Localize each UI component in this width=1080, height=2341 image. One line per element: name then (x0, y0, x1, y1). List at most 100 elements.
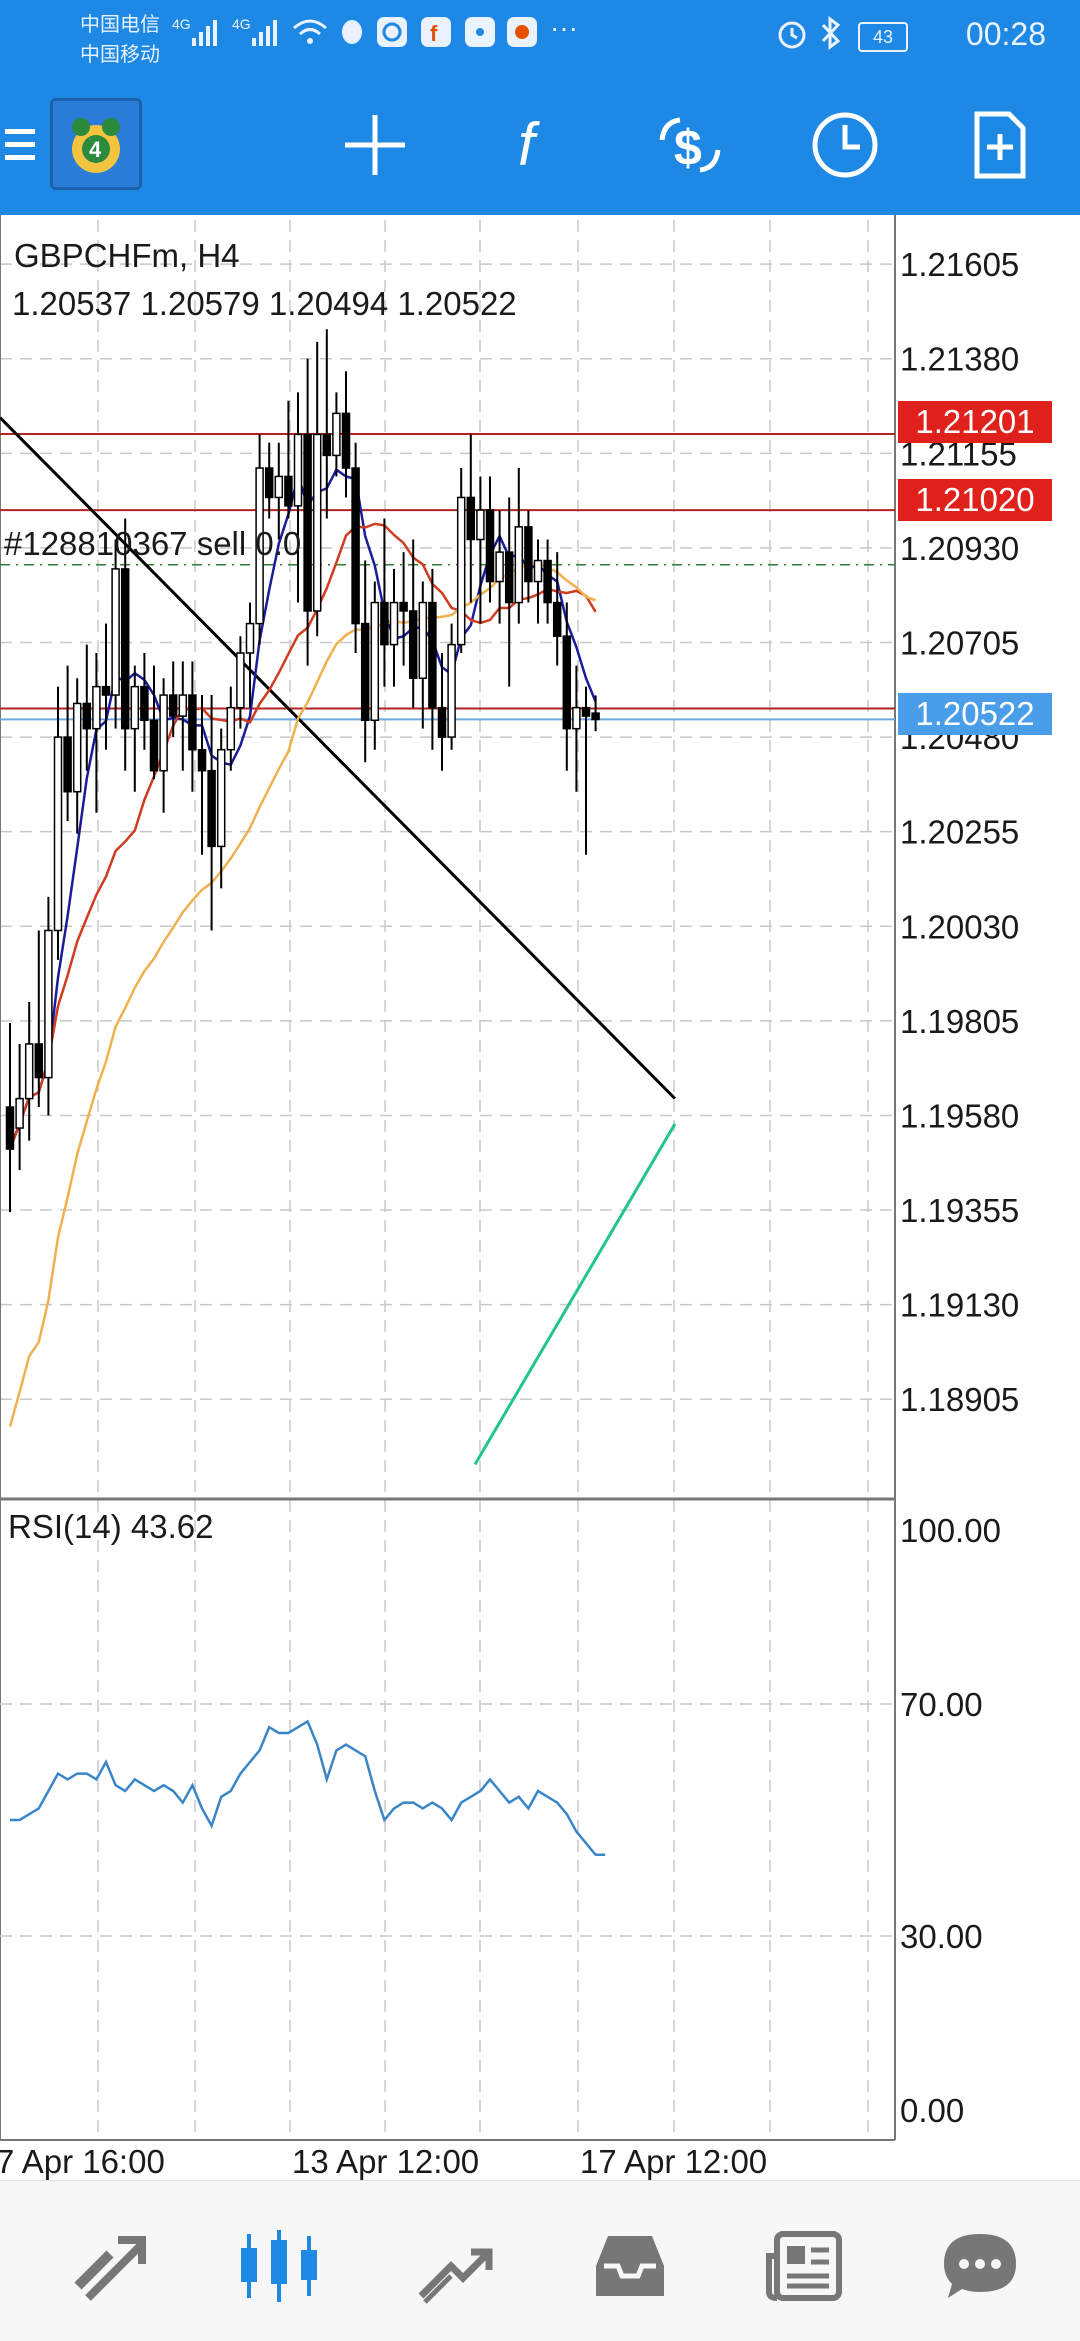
candle-body (399, 601, 408, 612)
candle-body (370, 601, 380, 722)
candle-body (524, 526, 533, 583)
candle-body (130, 685, 140, 730)
candle-body (341, 412, 351, 469)
level-tag-1: 1.21201 (898, 401, 1052, 443)
green-line (473, 1123, 677, 1466)
signal-2-label: 4G (232, 16, 251, 32)
candle-body (188, 694, 197, 751)
ma-mid-line (8, 522, 597, 1150)
menu-icon[interactable] (0, 100, 70, 190)
candle-body (140, 685, 149, 722)
notification-qq-icon (342, 20, 362, 44)
level-tag-2: 1.21020 (898, 479, 1052, 521)
candle-body (552, 601, 562, 637)
ohlc-values: 1.20537 1.20579 1.20494 1.20522 (12, 285, 517, 322)
new-order-icon[interactable] (955, 100, 1045, 190)
alarm-icon (778, 21, 806, 49)
ma-fast-line (8, 467, 597, 1150)
candle-body (322, 433, 332, 457)
notification-radio-icon (465, 17, 495, 47)
candle-body (351, 467, 360, 625)
rsi-tick-label: 70.00 (900, 1686, 983, 1723)
news-icon[interactable] (755, 2221, 855, 2311)
y-tick-label: 1.19580 (900, 1097, 1019, 1134)
candle-body (5, 1106, 15, 1150)
x-tick-label: 17 Apr 12:00 (580, 2143, 767, 2180)
candle-body (226, 706, 236, 751)
candle-body (389, 601, 399, 646)
candle-body (428, 601, 437, 709)
quotes-icon[interactable] (60, 2221, 160, 2311)
wifi-icon (293, 19, 327, 44)
candle-body (63, 736, 72, 793)
x-tick-label: 13 Apr 12:00 (292, 2143, 479, 2180)
candle-body (149, 719, 159, 772)
candle-body (418, 601, 428, 679)
candle-body (44, 929, 53, 1079)
candle-body (34, 1043, 44, 1079)
candle-body (562, 635, 572, 730)
candle-body (504, 551, 514, 604)
toolbar: 4 f $ (0, 80, 1080, 210)
y-tick-label: 1.19130 (900, 1287, 1019, 1324)
order-label[interactable]: #128810367 sell 0.0 (4, 525, 302, 562)
clock-icon[interactable] (800, 100, 890, 190)
bluetooth-icon (821, 16, 841, 50)
candle-body (360, 622, 370, 722)
chart-icon[interactable] (230, 2221, 330, 2311)
candle-body (197, 748, 207, 772)
svg-text:$: $ (674, 120, 702, 176)
chart-area[interactable]: 1.21605 1.21380 1.21155 1.20930 1.20705 1.204… (0, 215, 1080, 2180)
y-tick-label: 1.21605 (900, 246, 1019, 283)
rsi-tick-label: 0.00 (900, 2092, 964, 2129)
candle-body (543, 559, 552, 604)
candle-body (111, 568, 120, 696)
messages-icon[interactable] (930, 2221, 1030, 2311)
candle-body (53, 736, 63, 932)
y-tick-label: 1.20705 (900, 624, 1019, 661)
more-notifications: ··· (550, 12, 578, 43)
carrier-1: 中国电信 (80, 14, 160, 36)
y-tick-label: 1.19355 (900, 1192, 1019, 1229)
candle-body (284, 475, 293, 507)
y-tick-label: 1.20930 (900, 530, 1019, 567)
metatrader-logo-icon[interactable]: 4 (50, 98, 142, 190)
candle-body (72, 702, 82, 793)
candle-body (120, 568, 130, 730)
candle-body (332, 412, 341, 457)
carrier-2: 中国移动 (80, 44, 160, 66)
candle-body (466, 496, 476, 541)
candle-body (591, 712, 600, 721)
indicator-f-icon[interactable]: f (488, 100, 578, 190)
candle-body (92, 685, 101, 730)
candle-body (408, 610, 418, 679)
candle-body (303, 433, 312, 612)
candle-body (514, 526, 524, 604)
candle-body (168, 694, 178, 717)
trade-icon[interactable] (405, 2221, 505, 2311)
candle-body (581, 706, 591, 717)
status-bar: 中国电信 中国移动 4G 4G f ··· 43 00:28 (0, 0, 1080, 70)
y-tick-label: 1.19805 (900, 1003, 1019, 1040)
candle-body (101, 685, 111, 696)
y-tick-label: 1.21380 (900, 341, 1019, 378)
history-icon[interactable] (580, 2221, 680, 2311)
svg-text:f: f (430, 21, 438, 46)
crosshair-icon[interactable] (330, 100, 420, 190)
symbol-dollar-icon[interactable]: $ (645, 100, 735, 190)
svg-text:f: f (518, 111, 540, 178)
candle-body (178, 694, 188, 717)
x-tick-label: 7 Apr 16:00 (0, 2143, 165, 2180)
svg-text:4: 4 (89, 137, 102, 162)
notification-f-icon: f (421, 17, 451, 47)
candle-body (255, 467, 264, 625)
signal-1-label: 4G (172, 16, 191, 32)
symbol-timeframe: GBPCHFm, H4 (14, 237, 240, 274)
battery-indicator: 43 (858, 22, 908, 52)
candle-body (82, 702, 92, 730)
candle-body (572, 706, 581, 730)
chart-svg[interactable]: 1.216051.213801.211551.209301.207051.204… (0, 215, 1080, 2180)
y-tick-label: 1.18905 (900, 1381, 1019, 1418)
notification-app-icon (377, 17, 407, 47)
candle-body (207, 769, 216, 848)
